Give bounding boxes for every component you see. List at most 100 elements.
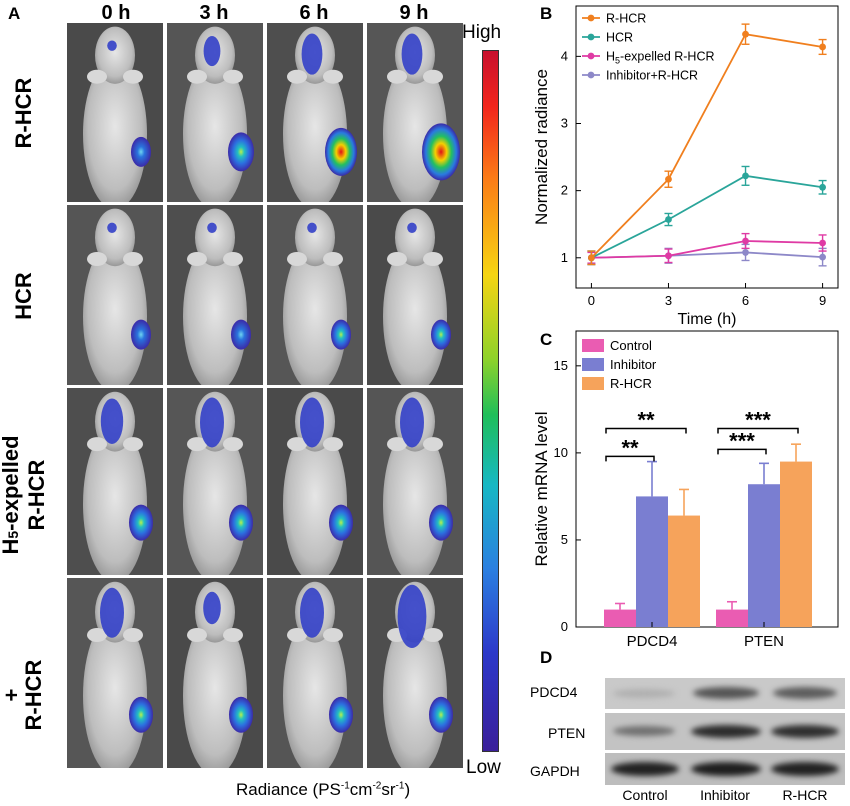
time-label-9h: 9 h (399, 2, 429, 24)
time-label-6h: 6 h (299, 2, 329, 24)
mouse-image (166, 577, 264, 769)
mouse-svg (167, 205, 263, 385)
mouse-body (283, 425, 347, 575)
mouse-body (183, 241, 247, 385)
mouse-svg (67, 205, 163, 385)
mouse-image (266, 22, 364, 203)
head-signal (207, 222, 217, 233)
mouse-head (195, 208, 235, 267)
mouse-svg (267, 23, 363, 202)
radiance-caption: Radiance (PS-1cm-2sr-1) (236, 780, 411, 799)
data-point (665, 175, 672, 183)
mouse-image (66, 577, 164, 769)
head-signal (203, 35, 221, 67)
mouse-image (266, 577, 364, 769)
panel-a-letter: A (8, 4, 21, 23)
head-signal (107, 222, 117, 233)
mouse-image (366, 577, 464, 769)
tumor-signal (131, 136, 151, 167)
lane-label-r-hcr: R-HCR (782, 787, 828, 803)
legend-marker (587, 52, 595, 60)
mouse-svg (167, 23, 263, 202)
legend-label: R-HCR (606, 12, 646, 26)
mouse-svg (67, 23, 163, 202)
head-signal (301, 33, 323, 75)
time-label-3h: 3 h (199, 2, 229, 24)
significance-label: ** (637, 408, 655, 433)
line-chart-normalized-radiance: 1 2 3 4 0 3 6 9 Time (h) Normalized radiance R-HCR… (532, 5, 839, 328)
data-point (742, 30, 749, 38)
band-pdcd4-inhibitor (693, 687, 759, 699)
legend-label: R-HCR (610, 376, 652, 391)
data-point (665, 252, 672, 260)
band-gapdh-control (611, 762, 679, 776)
mouse-body (83, 58, 147, 202)
head-signal (397, 584, 427, 648)
tumor-signal (229, 696, 253, 733)
mouse-image (166, 22, 264, 203)
band-gapdh-rhcr (771, 762, 839, 776)
y-tick-label: 3 (561, 116, 568, 131)
panel-d-letter: D (540, 648, 553, 667)
data-point (819, 253, 826, 261)
mouse-head (95, 26, 135, 84)
bar (668, 515, 700, 627)
row-label-inhibitor: Inhibitor + R-HCR (0, 651, 46, 739)
data-point (819, 43, 826, 51)
tumor-signal (228, 132, 254, 172)
radiance-color-scale (482, 50, 499, 752)
significance-label: *** (745, 408, 771, 433)
legend-label: Inhibitor+R-HCR (606, 69, 698, 83)
mouse-head (395, 208, 435, 267)
y-tick-label: 4 (561, 48, 568, 63)
data-point (819, 239, 826, 247)
x-tick-label: 6 (742, 293, 749, 308)
plot-frame (575, 5, 839, 289)
y-axis-label: Normalized radiance (532, 69, 551, 225)
legend-label: Inhibitor (610, 357, 657, 372)
mouse-image (66, 387, 164, 576)
significance-label: ** (621, 435, 639, 460)
tumor-signal (129, 696, 153, 733)
scale-low-label: Low (466, 757, 501, 778)
head-signal (107, 40, 117, 51)
head-signal (307, 222, 317, 233)
band-gapdh-inhibitor (691, 762, 761, 776)
legend-label: HCR (606, 31, 633, 45)
mouse-svg (167, 388, 263, 575)
bioluminescence-image-grid (66, 22, 466, 780)
tumor-signal (231, 319, 251, 350)
legend-marker (587, 14, 595, 22)
head-signal (100, 398, 124, 445)
head-signal (200, 397, 224, 448)
time-label-0h: 0 h (101, 2, 131, 24)
band-pten-inhibitor (691, 725, 761, 738)
y-tick-label: 2 (561, 183, 568, 198)
mouse-body (83, 616, 147, 768)
head-signal (203, 591, 221, 625)
western-blot-pdcd4 (605, 678, 845, 709)
legend-label: H5-expelled R-HCR (606, 50, 715, 66)
y-tick-label: 10 (554, 445, 568, 460)
x-tick-label: PDCD4 (627, 633, 678, 650)
mouse-svg (267, 205, 363, 385)
tumor-signal (129, 504, 153, 541)
tumor-signal (329, 696, 353, 733)
data-point (742, 249, 749, 256)
legend-swatch (582, 377, 604, 390)
significance-bracket (717, 427, 799, 434)
band-pten-control (613, 726, 675, 736)
western-blot-gapdh (605, 753, 845, 785)
mouse-svg (267, 388, 363, 575)
mouse-body (383, 616, 447, 768)
mouse-body (183, 616, 247, 768)
mouse-head (295, 208, 335, 267)
head-signal (300, 397, 324, 448)
head-signal (300, 587, 324, 638)
mouse-body (283, 616, 347, 768)
tumor-signal (329, 504, 353, 541)
significance-bracket (605, 427, 687, 434)
significance-bracket (717, 448, 767, 455)
x-tick-label: 0 (588, 293, 595, 308)
